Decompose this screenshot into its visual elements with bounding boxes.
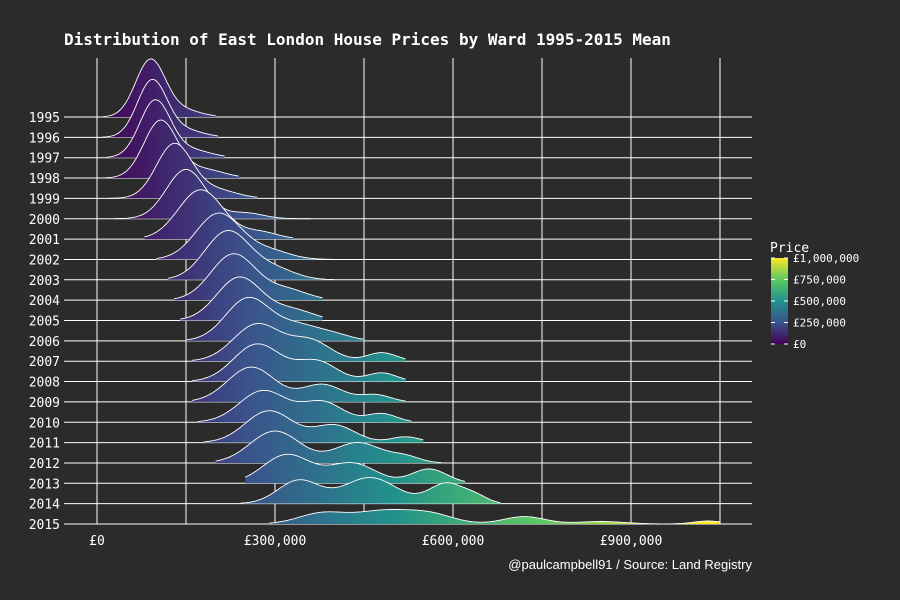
- ridge-outline-2010: [197, 389, 412, 422]
- y-tick-label-2011: 2011: [29, 437, 60, 452]
- legend-tick-label: £500,000: [793, 295, 846, 308]
- ridge-outline-2014: [239, 477, 501, 504]
- ridge-outline-2006: [185, 296, 365, 341]
- ridge-outline-2015: [269, 509, 721, 525]
- ridge-outline-1995: [102, 58, 216, 118]
- chart-title: Distribution of East London House Prices…: [64, 30, 671, 49]
- ridge-outline-1996: [102, 78, 219, 138]
- ridge-outline-1998: [105, 119, 239, 179]
- x-tick-label: £900,000: [600, 534, 663, 549]
- legend-tick-label: £750,000: [793, 274, 846, 287]
- legend-tick-label: £1,000,000: [793, 252, 859, 265]
- ridge-2000: [114, 169, 311, 219]
- x-tick-labels: £0 £300,000 £600,000 £900,000: [89, 534, 662, 549]
- ridge-outline-2004: [174, 253, 323, 300]
- ridge-outline-2003: [168, 230, 335, 281]
- ridge-outline-2008: [191, 343, 406, 382]
- ridge-outline-2011: [203, 410, 424, 443]
- y-tick-label-2012: 2012: [29, 457, 60, 472]
- y-tick-label-2008: 2008: [29, 376, 60, 391]
- legend: Price £1,000,000 £750,000 £500,000 £250,000…: [770, 241, 859, 351]
- ridge-outline-2005: [180, 276, 323, 320]
- ridge-2010: [197, 390, 412, 423]
- ridge-outline-2002: [156, 212, 335, 260]
- y-tick-label-2013: 2013: [29, 477, 60, 492]
- ridges: [102, 58, 721, 525]
- y-tick-label-2003: 2003: [29, 274, 60, 289]
- legend-title: Price: [770, 241, 809, 256]
- x-tick-label: £0: [89, 534, 105, 549]
- y-tick-label-2009: 2009: [29, 396, 60, 411]
- y-tick-label-1997: 1997: [29, 152, 60, 167]
- y-tick-label-2005: 2005: [29, 315, 60, 330]
- y-tick-label-1995: 1995: [29, 111, 60, 126]
- ridge-2014: [239, 477, 501, 504]
- ridge-outline-1999: [108, 142, 258, 199]
- ridge-outline-2013: [245, 453, 466, 482]
- y-tick-label-2010: 2010: [29, 416, 60, 431]
- y-tick-label-2007: 2007: [29, 355, 60, 370]
- ridge-outline-1997: [105, 99, 225, 158]
- x-tick-label: £300,000: [244, 534, 307, 549]
- y-tick-label-2002: 2002: [29, 253, 60, 268]
- y-tick-label-2001: 2001: [29, 233, 60, 248]
- ridge-2009: [191, 367, 406, 402]
- ridge-2002: [156, 213, 335, 260]
- y-tick-label-2006: 2006: [29, 335, 60, 350]
- legend-ticks: £1,000,000 £750,000 £500,000 £250,000 £0: [771, 252, 859, 351]
- legend-tick-label: £250,000: [793, 317, 846, 330]
- y-tick-labels: 1995 1996 1997 1998 1999 2000 2001 2002 2003 2004…: [29, 111, 60, 533]
- chart-caption: @paulcampbell91 / Source: Land Registry: [508, 557, 752, 572]
- y-tick-label-2004: 2004: [29, 294, 60, 309]
- ridge-outline-2001: [144, 189, 293, 239]
- y-tick-label-2015: 2015: [29, 518, 60, 533]
- ridge-2015: [269, 509, 720, 524]
- y-tick-label-1999: 1999: [29, 192, 60, 207]
- ridge-2012: [215, 431, 442, 463]
- legend-tick-label: £0: [793, 338, 806, 351]
- ridge-2004: [174, 253, 323, 301]
- ridge-2006: [186, 297, 364, 341]
- legend-colorbar: [771, 258, 788, 344]
- ridge-outline-2009: [191, 366, 406, 402]
- ridge-2003: [168, 230, 335, 280]
- ridge-outline-2012: [215, 430, 442, 464]
- y-tick-label-2014: 2014: [29, 498, 60, 513]
- ridge-outline-2007: [191, 323, 406, 361]
- ridge-2013: [245, 454, 465, 484]
- y-tick-label-1998: 1998: [29, 172, 60, 187]
- y-tick-label-1996: 1996: [29, 131, 60, 146]
- x-tick-label: £600,000: [422, 534, 485, 549]
- y-tick-label-2000: 2000: [29, 213, 60, 228]
